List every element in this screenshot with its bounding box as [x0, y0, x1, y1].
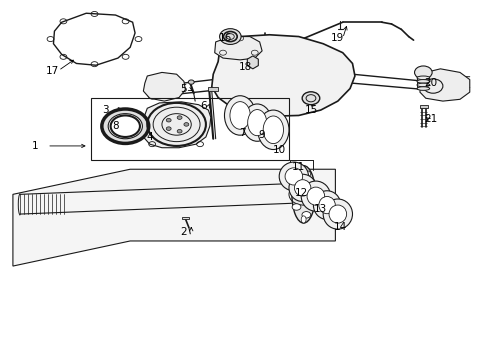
- Text: 17: 17: [46, 66, 59, 76]
- Ellipse shape: [417, 83, 430, 87]
- Ellipse shape: [294, 180, 311, 196]
- Ellipse shape: [258, 110, 289, 149]
- Ellipse shape: [243, 104, 272, 141]
- Bar: [420, 105, 428, 108]
- Circle shape: [102, 109, 149, 143]
- Circle shape: [415, 66, 432, 79]
- Ellipse shape: [247, 109, 267, 136]
- Text: 5: 5: [181, 84, 187, 94]
- Ellipse shape: [417, 80, 430, 83]
- Polygon shape: [215, 37, 262, 60]
- Ellipse shape: [417, 76, 430, 80]
- Circle shape: [166, 118, 171, 122]
- Circle shape: [302, 212, 311, 218]
- Circle shape: [177, 130, 182, 133]
- Ellipse shape: [301, 181, 331, 211]
- Polygon shape: [13, 169, 335, 266]
- Circle shape: [188, 80, 194, 84]
- Ellipse shape: [279, 162, 309, 191]
- Circle shape: [292, 179, 301, 185]
- Polygon shape: [247, 56, 258, 69]
- Ellipse shape: [310, 178, 315, 185]
- Polygon shape: [53, 13, 135, 65]
- Polygon shape: [212, 35, 355, 116]
- Text: 10: 10: [272, 144, 286, 154]
- Polygon shape: [420, 69, 470, 101]
- Ellipse shape: [307, 187, 325, 205]
- Circle shape: [302, 171, 311, 177]
- Circle shape: [220, 29, 241, 44]
- Text: 9: 9: [259, 130, 266, 140]
- Ellipse shape: [301, 216, 306, 223]
- Text: 15: 15: [304, 105, 318, 115]
- Ellipse shape: [289, 174, 317, 202]
- Polygon shape: [144, 72, 185, 101]
- Circle shape: [177, 116, 182, 120]
- Text: 19: 19: [331, 33, 344, 43]
- Text: 14: 14: [334, 222, 347, 231]
- Circle shape: [292, 204, 301, 210]
- Bar: [182, 217, 189, 220]
- Text: 11: 11: [292, 162, 305, 172]
- Ellipse shape: [292, 166, 316, 223]
- Circle shape: [184, 123, 189, 126]
- Ellipse shape: [329, 205, 346, 223]
- Text: 12: 12: [294, 188, 308, 198]
- Ellipse shape: [417, 87, 430, 90]
- Text: 20: 20: [424, 78, 437, 88]
- Ellipse shape: [263, 116, 284, 144]
- Ellipse shape: [314, 191, 341, 220]
- Text: 4: 4: [147, 132, 153, 142]
- Text: 8: 8: [112, 121, 119, 131]
- Ellipse shape: [323, 199, 352, 229]
- Circle shape: [298, 190, 310, 199]
- Text: 21: 21: [424, 114, 437, 124]
- Bar: [91, 98, 289, 160]
- Circle shape: [308, 191, 317, 198]
- Text: 1: 1: [31, 141, 38, 151]
- Text: 18: 18: [238, 62, 252, 72]
- Text: 7: 7: [239, 129, 246, 138]
- Ellipse shape: [319, 197, 335, 214]
- Text: 13: 13: [314, 204, 327, 214]
- Circle shape: [302, 92, 320, 105]
- Text: 16: 16: [219, 33, 232, 43]
- Text: 6: 6: [200, 102, 207, 112]
- Ellipse shape: [230, 102, 250, 129]
- Bar: [208, 87, 218, 91]
- Text: 2: 2: [181, 227, 187, 237]
- Text: 3: 3: [102, 105, 109, 115]
- Circle shape: [108, 114, 143, 139]
- Ellipse shape: [285, 168, 303, 185]
- Circle shape: [166, 127, 171, 130]
- Polygon shape: [142, 102, 211, 148]
- Ellipse shape: [224, 96, 256, 135]
- Ellipse shape: [293, 178, 297, 185]
